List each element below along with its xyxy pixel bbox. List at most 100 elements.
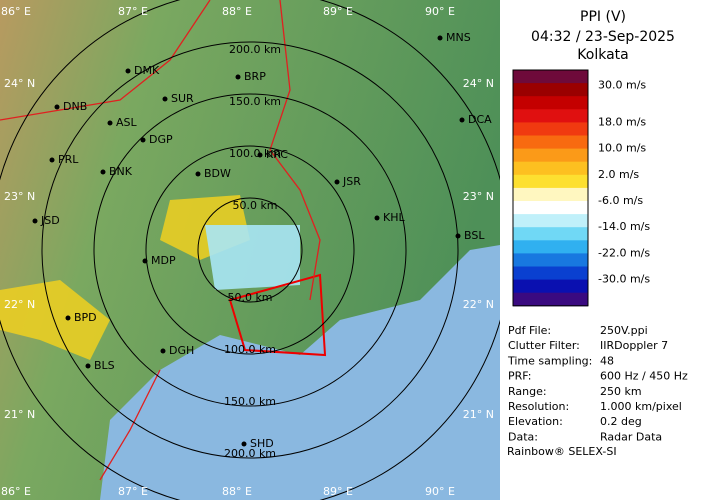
legend-label: 10.0 m/s <box>598 142 646 155</box>
info-value: 250V.ppi <box>600 324 648 337</box>
legend-swatch <box>513 253 588 267</box>
city-dot <box>455 233 461 239</box>
city-dot <box>125 68 131 74</box>
city-label: BLS <box>94 359 115 372</box>
echo <box>205 225 300 290</box>
sea <box>100 245 500 500</box>
legend-swatch <box>513 214 588 228</box>
legend-swatch <box>513 240 588 254</box>
city-label: BSL <box>464 229 485 242</box>
city-label: DGP <box>149 133 173 146</box>
city-label: SUR <box>171 92 194 105</box>
city-label: BPD <box>74 311 97 324</box>
info-key: Clutter Filter: <box>508 339 580 352</box>
lat-label: 21° N <box>4 408 35 421</box>
lon-label: 89° E <box>323 485 353 498</box>
legend-swatch <box>513 292 588 307</box>
lon-label: 90° E <box>425 485 455 498</box>
city-label: DMK <box>134 64 160 77</box>
info-value: 48 <box>600 354 614 367</box>
legend-swatch <box>513 70 588 84</box>
city-label: DGH <box>169 344 194 357</box>
legend-swatch <box>513 174 588 189</box>
city-dot <box>257 152 263 158</box>
info-key: PRF: <box>508 370 531 383</box>
city-dot <box>334 179 340 185</box>
legend-swatch <box>513 201 588 215</box>
lat-label: 22° N <box>463 298 494 311</box>
info-key: Resolution: <box>508 400 569 413</box>
lat-label: 22° N <box>4 298 35 311</box>
info-key: Data: <box>508 430 538 443</box>
panel-station: Kolkata <box>577 47 628 63</box>
legend-swatch <box>513 279 588 294</box>
city-dot <box>160 348 166 354</box>
city-dot <box>85 363 91 369</box>
legend-swatch <box>513 148 588 163</box>
city-dot <box>162 96 168 102</box>
city-dot <box>65 315 71 321</box>
info-value: Radar Data <box>600 430 662 443</box>
legend-swatch <box>513 266 588 281</box>
info-value: 1.000 km/pixel <box>600 400 682 413</box>
range-label: 150.0 km <box>229 95 281 108</box>
city-label: MDP <box>151 254 176 267</box>
city-label: JSD <box>40 214 60 227</box>
city-label: MNS <box>446 31 471 44</box>
city-dot <box>100 169 106 175</box>
range-label: 50.0 km <box>232 199 277 212</box>
lon-label: 87° E <box>118 5 148 18</box>
city-label: BRP <box>244 70 266 83</box>
echo <box>0 195 250 360</box>
lon-label: 90° E <box>425 5 455 18</box>
city-dot <box>140 137 146 143</box>
legend-swatch <box>513 122 588 136</box>
lat-label: 21° N <box>463 408 494 421</box>
legend-swatch <box>513 135 588 150</box>
city-dot <box>107 120 113 126</box>
range-label: 100.0 km <box>224 343 276 356</box>
info-key: Range: <box>508 385 547 398</box>
info-value: 0.2 deg <box>600 415 642 428</box>
legend-swatch <box>513 227 588 241</box>
lat-label: 23° N <box>4 190 35 203</box>
city-label: BDW <box>204 167 231 180</box>
panel-time: 04:32 / 23-Sep-2025 <box>531 29 675 45</box>
panel-title: PPI (V) <box>580 9 626 25</box>
city-dot <box>54 104 60 110</box>
city-label: DCA <box>468 113 492 126</box>
legend-border <box>512 69 589 307</box>
legend-swatch <box>513 161 588 176</box>
legend-label: -22.0 m/s <box>598 246 650 259</box>
city-dot <box>374 215 380 221</box>
info-key: Time sampling: <box>507 354 592 367</box>
legend-swatch <box>513 109 588 123</box>
lon-label: 86° E <box>1 485 31 498</box>
range-label: 200.0 km <box>229 43 281 56</box>
city-label: ASL <box>116 116 138 129</box>
city-label: SHD <box>250 437 274 450</box>
border <box>0 0 321 481</box>
range-label: 100.0 km <box>229 147 281 160</box>
city-dot <box>142 258 148 264</box>
lon-label: 86° E <box>1 5 31 18</box>
city-dot <box>437 35 443 41</box>
lon-label: 88° E <box>222 485 252 498</box>
lon-label: 88° E <box>222 5 252 18</box>
city-label: DNB <box>63 100 87 113</box>
info-value: 250 km <box>600 385 642 398</box>
legend-swatch <box>513 83 588 97</box>
city-label: KRC <box>266 148 288 161</box>
range-label: 200.0 km <box>224 447 276 460</box>
info-value: 600 Hz / 450 Hz <box>600 370 688 383</box>
city-dot <box>459 117 465 123</box>
city-label: KHL <box>383 211 405 224</box>
range-label: 50.0 km <box>227 291 272 304</box>
city-dot <box>49 157 55 163</box>
city-dot <box>32 218 38 224</box>
legend-label: -6.0 m/s <box>598 194 643 207</box>
city-label: JSR <box>342 175 361 188</box>
legend-label: -30.0 m/s <box>598 273 650 286</box>
